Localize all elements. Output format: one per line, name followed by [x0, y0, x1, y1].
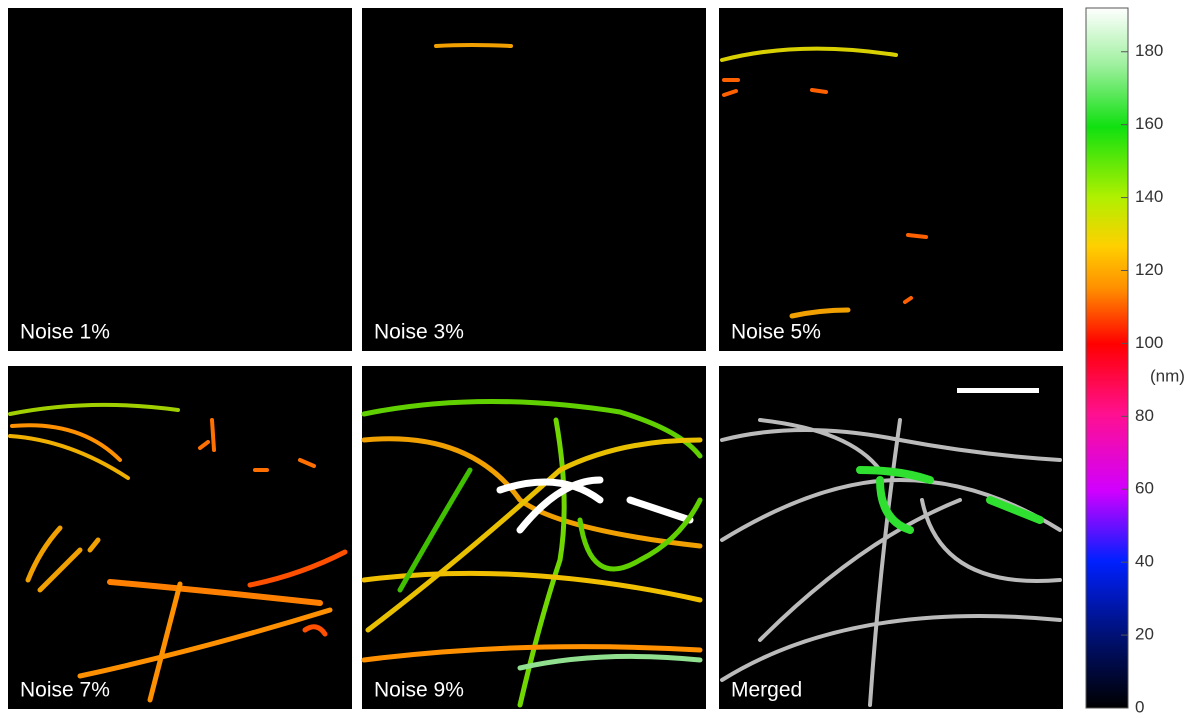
tick-label: 40 — [1135, 552, 1154, 571]
panel-label: Noise 1% — [20, 321, 110, 344]
colorbar-unit: (nm) — [1150, 366, 1185, 385]
panel — [8, 366, 352, 709]
tick-label: 0 — [1135, 697, 1144, 713]
tick-label: 20 — [1135, 625, 1154, 644]
panel — [719, 366, 1063, 709]
tick-label: 140 — [1135, 187, 1163, 206]
tick-label: 180 — [1135, 41, 1163, 60]
panel — [362, 366, 706, 709]
tick-label: 120 — [1135, 260, 1163, 279]
panel-label: Merged — [731, 679, 802, 702]
panel — [8, 8, 352, 351]
panel-label: Noise 3% — [374, 321, 464, 344]
tick-label: 100 — [1135, 333, 1163, 352]
panel — [362, 8, 706, 351]
panel-label: Noise 7% — [20, 679, 110, 702]
tick-label: 60 — [1135, 479, 1154, 498]
tick-label: 160 — [1135, 114, 1163, 133]
figure: (nm) Noise 1% Noise 3% Noise 5% Noise 7% Noi… — [0, 0, 1204, 713]
panel — [719, 8, 1063, 351]
tick-label: 80 — [1135, 406, 1154, 425]
panel-label: Noise 5% — [731, 321, 821, 344]
panel-label: Noise 9% — [374, 679, 464, 702]
colorbar — [1086, 8, 1128, 708]
